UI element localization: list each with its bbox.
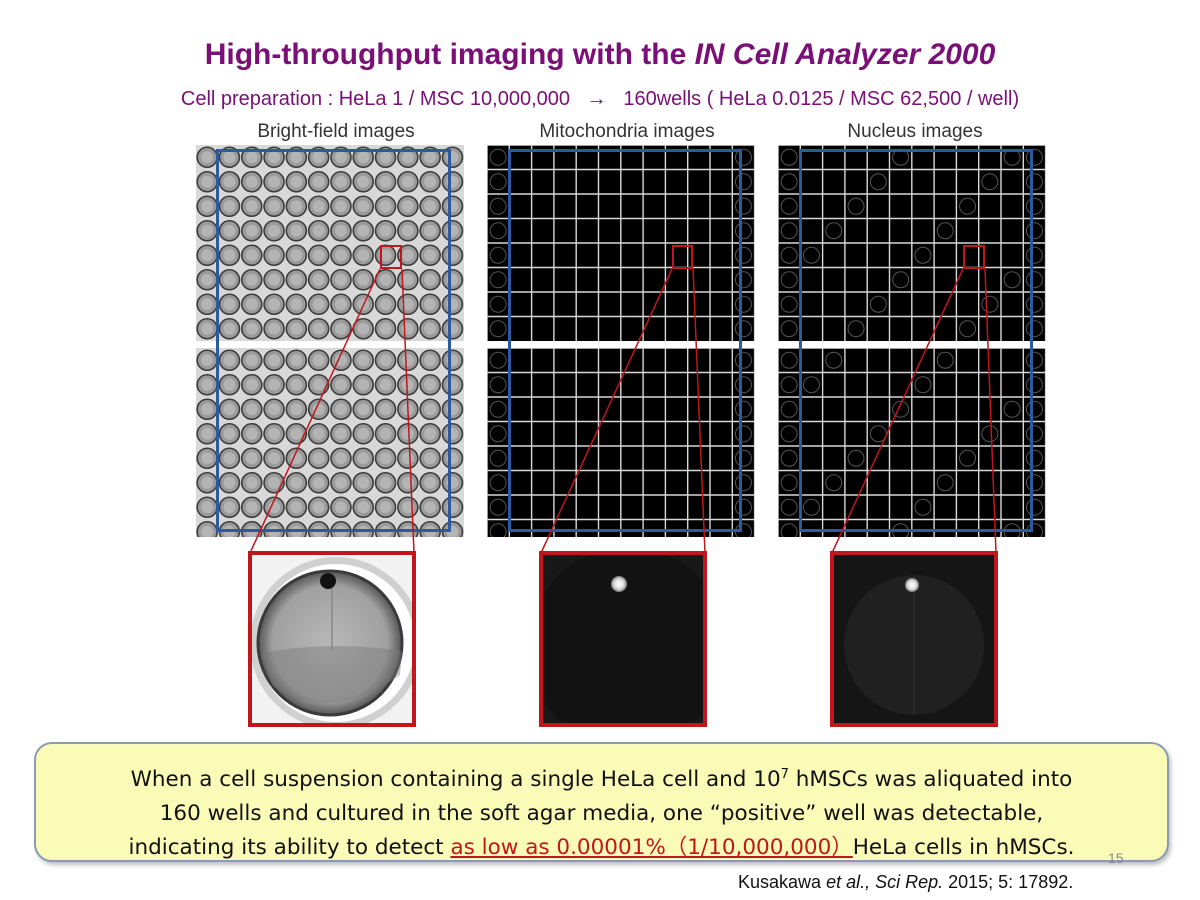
mitochondria-label: Mitochondria images: [539, 121, 715, 142]
page-number: 15: [1108, 850, 1124, 866]
bright-field-label: Bright-field images: [257, 121, 415, 142]
bright-field-blue-frame: [216, 149, 451, 532]
citation: Kusakawa et al., Sci Rep. 2015; 5: 17892…: [738, 872, 1074, 892]
nucleus-zoom-drawing: [834, 555, 994, 723]
detection-limit-highlight: as low as 0.00001%（1/10,000,000）: [450, 835, 853, 861]
nucleus-blue-frame: [799, 149, 1033, 532]
bright-field-positive-well-marker: [380, 245, 402, 269]
summary-line-1: When a cell suspension containing a sing…: [130, 767, 1073, 793]
summary-line-2: 160 wells and cultured in the soft agar …: [159, 801, 1044, 827]
bright-field-zoom-image: [248, 551, 416, 727]
cell-preparation-line: Cell preparation : HeLa 1 / MSC 10,000,0…: [180, 88, 1020, 110]
mitochondria-blue-frame: [508, 149, 742, 532]
nucleus-label: Nucleus images: [847, 121, 983, 142]
summary-callout: When a cell suspension containing a sing…: [34, 742, 1169, 862]
mitochondria-zoom-image: [539, 551, 707, 727]
nucleus-zoom-image: [830, 551, 998, 727]
nucleus-positive-well-marker: [963, 245, 985, 269]
mitochondria-positive-well-marker: [672, 245, 693, 269]
mitochondria-zoom-drawing: [543, 555, 703, 723]
summary-line-3: indicating its ability to detect as low …: [128, 835, 1075, 861]
instrument-name: IN Cell Analyzer 2000: [694, 38, 996, 71]
bright-field-zoom-drawing: [252, 555, 412, 723]
slide-title: High-throughput imaging with the IN Cell…: [204, 38, 996, 71]
